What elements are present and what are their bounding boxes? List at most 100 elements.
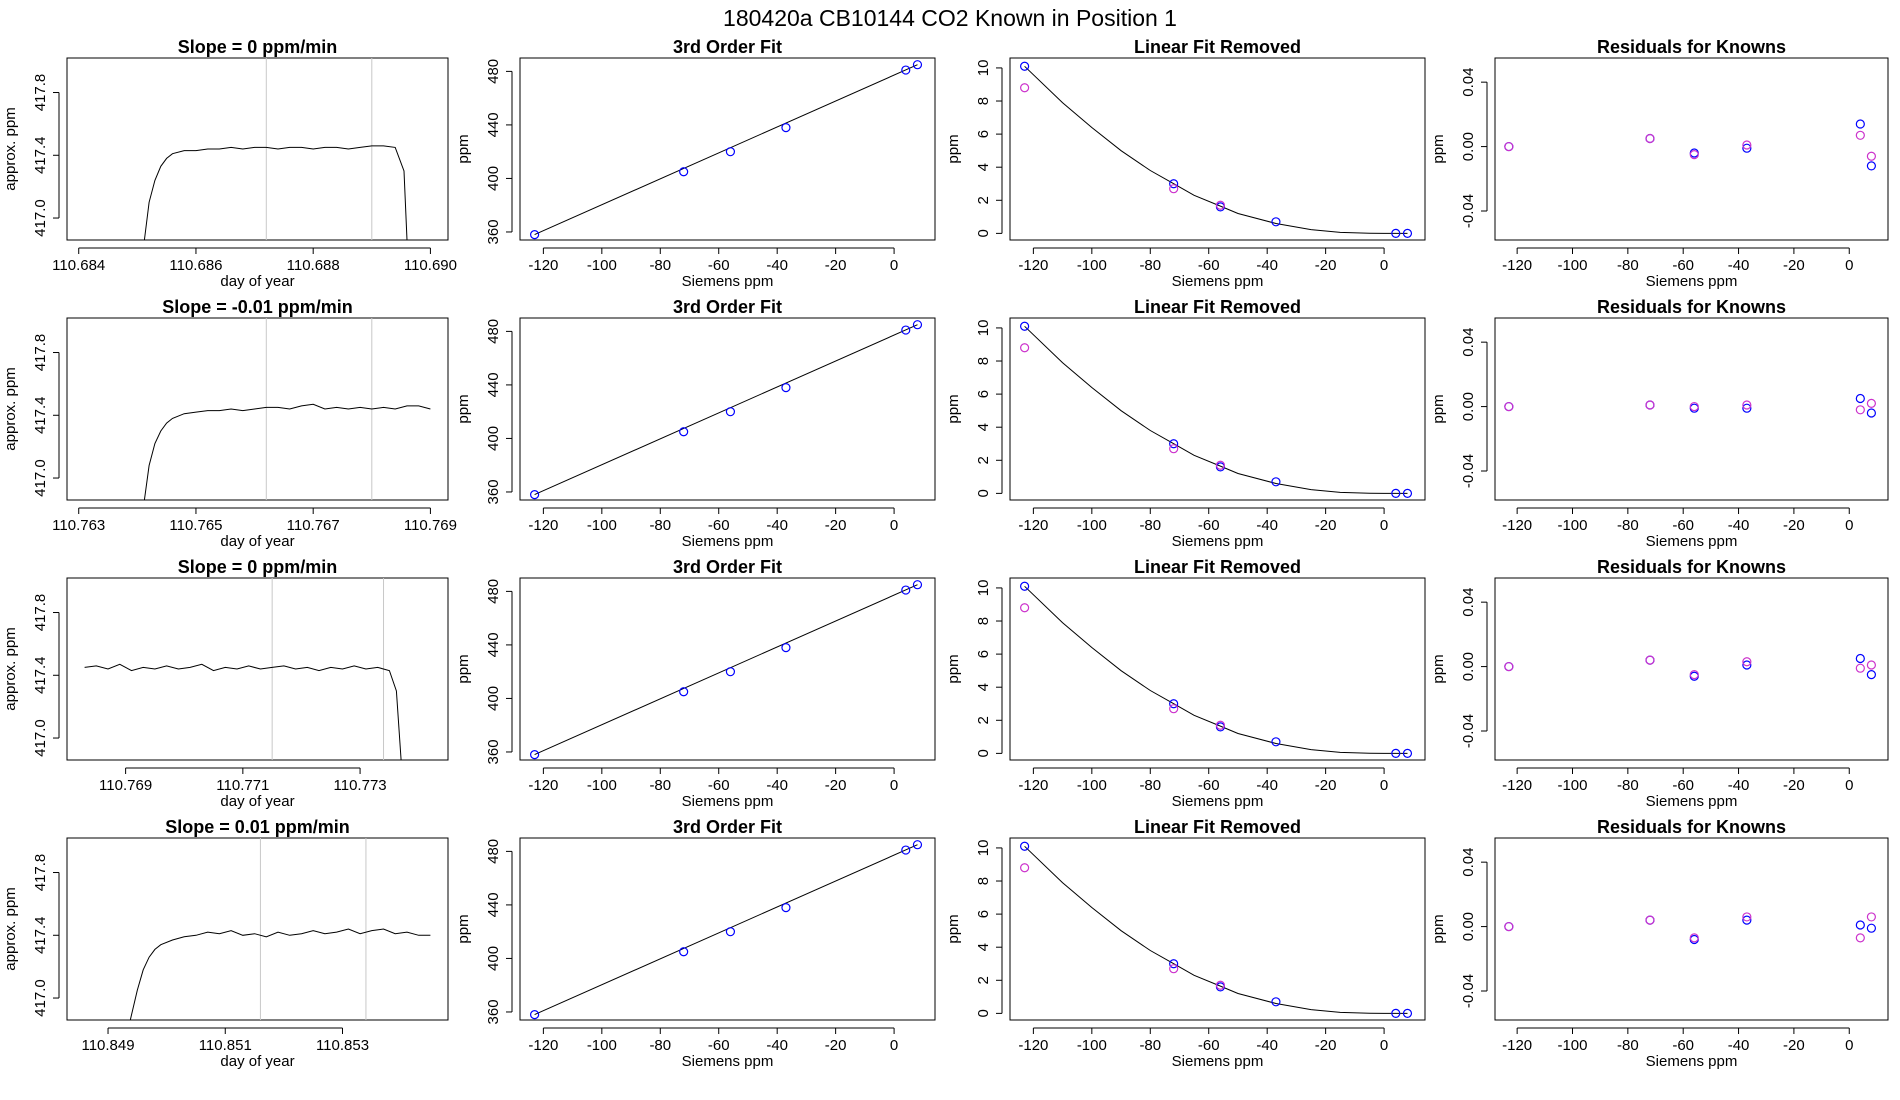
panel-residuals-row2: Residuals for Knowns -120 -100 -80 -60 -40 -20… [1430,297,1889,550]
y-tick-label: 480 [485,579,502,604]
x-tick-label: -40 [766,1037,788,1054]
y-axis-label: ppm [945,394,962,423]
x-tick-label: -40 [1728,777,1750,794]
plot-data [84,578,402,760]
panel-fit-row3: 3rd Order Fit -120 -100 -80 -60 -40 -20 0 Siemen… [455,557,936,810]
panel-title: Residuals for Knowns [1597,297,1786,317]
data-point [1742,660,1752,670]
y-tick-label: 8 [975,357,992,365]
plot-frame [519,317,936,501]
y-tick-label: 417.4 [32,397,49,435]
panel-title: Linear Fit Removed [1134,297,1301,317]
x-tick-label: 0 [1845,257,1853,274]
x-tick-label: -60 [1198,1037,1220,1054]
x-tick-label: 110.688 [287,257,340,274]
x-axis-label: day of year [220,1053,294,1070]
plot-frame [66,837,449,1021]
x-tick-label: -40 [1256,517,1278,534]
y-tick-label: 417.0 [32,719,49,757]
x-tick-label: -60 [708,517,730,534]
data-point [1855,393,1865,404]
data-point [781,642,791,653]
x-tick-label: 110.690 [404,257,457,274]
x-tick-label: -80 [649,257,671,274]
data-point [1689,401,1699,412]
x-tick-label: 110.773 [334,777,387,794]
y-tick-label: 417.0 [32,979,49,1017]
panel-title: 3rd Order Fit [673,37,782,57]
data-point [1169,444,1179,454]
data-point [1169,179,1179,189]
plot-frame [1494,577,1889,761]
data-point [1742,143,1752,153]
panel-title: Slope = -0.01 ppm/min [162,297,353,317]
y-tick-label: 0 [975,229,992,237]
data-point [901,585,911,595]
data-point [1742,140,1752,150]
panel-title: Linear Fit Removed [1134,37,1301,57]
x-tick-label: -80 [1139,517,1161,534]
y-tick-label: 2 [975,976,992,984]
data-point [679,947,689,957]
data-point [679,167,689,177]
data-point [1215,980,1226,990]
panel-title: Residuals for Knowns [1597,817,1786,837]
x-tick-label: -60 [1672,517,1694,534]
x-tick-label: -80 [1617,257,1639,274]
x-tick-label: -120 [1502,1037,1532,1054]
y-tick-label: 417.8 [32,594,49,632]
y-tick-label: 0.00 [1460,912,1477,941]
x-tick-label: -60 [1672,257,1694,274]
x-tick-label: 110.763 [52,517,105,534]
x-tick-label: 110.684 [52,257,105,274]
data-point [1169,184,1179,194]
x-tick-label: -80 [649,1037,671,1054]
plot-frame [1494,57,1889,241]
plot-frame [519,577,936,761]
x-tick-label: -60 [1672,1037,1694,1054]
panel-residuals-row3: Residuals for Knowns -120 -100 -80 -60 -40 -20… [1430,557,1889,810]
y-tick-label: 0.04 [1460,328,1477,357]
data-point [1855,119,1865,129]
x-tick-label: 0 [890,777,898,794]
panel-timeseries-row3: Slope = 0 ppm/min 110.769 110.771 110.773 da… [2,557,449,810]
x-axis-label: Siemens ppm [682,533,774,550]
trace-line [129,928,431,1020]
data-point [1866,660,1876,670]
y-axis-label: ppm [455,394,472,423]
data-point [1689,933,1699,943]
y-tick-label: 6 [975,130,992,138]
panel-linear_removed-row3: Linear Fit Removed -120 -100 -80 -60 -40 -20 0 S… [945,557,1426,810]
x-tick-label: -20 [1315,517,1337,534]
y-tick-label: 417.0 [32,459,49,497]
data-point [1271,737,1281,747]
data-point [1169,439,1179,449]
fit-line [534,324,918,496]
x-tick-label: -120 [1502,257,1532,274]
plot-frame [1009,837,1426,1021]
x-tick-label: -60 [708,257,730,274]
trace-line [84,663,402,760]
x-tick-label: -80 [1617,1037,1639,1054]
data-point [1504,921,1514,932]
y-tick-label: 0 [975,489,992,497]
panel-title: Residuals for Knowns [1597,37,1786,57]
y-axis-label: ppm [945,654,962,683]
x-tick-label: -120 [1018,517,1048,534]
data-point [1391,748,1401,758]
y-axis-label: ppm [455,134,472,163]
x-axis-label: Siemens ppm [1646,1053,1738,1070]
data-point [1391,228,1401,238]
data-point [901,65,911,75]
y-tick-label: 0.04 [1460,68,1477,97]
plot-frame [1494,837,1889,1021]
data-point [1020,83,1030,93]
data-point [1645,915,1655,925]
y-tick-label: 10 [975,840,992,857]
x-axis-label: day of year [220,793,294,810]
y-tick-label: 440 [485,372,502,397]
figure-title: 180420a CB10144 CO2 Known in Position 1 [723,5,1177,31]
y-tick-label: 417.4 [32,657,49,695]
data-point [1169,699,1179,709]
